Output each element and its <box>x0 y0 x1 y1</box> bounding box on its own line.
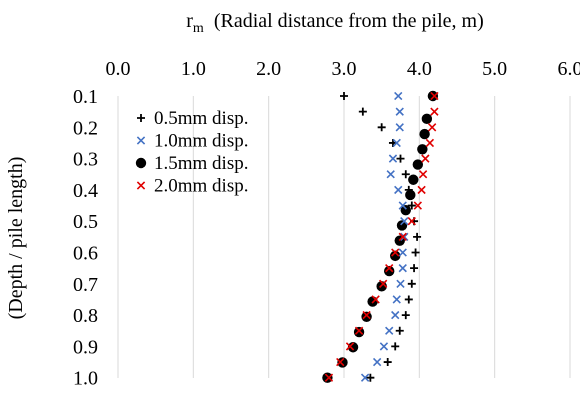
data-point <box>417 144 427 154</box>
data-point <box>412 249 420 257</box>
data-point <box>395 186 402 193</box>
y-tick-label: 0.2 <box>73 117 98 139</box>
data-point <box>431 108 438 115</box>
legend-marker <box>137 137 144 144</box>
data-point <box>340 92 348 100</box>
data-point <box>397 280 404 287</box>
data-point <box>389 155 396 162</box>
data-point <box>402 311 410 319</box>
data-point <box>420 171 427 178</box>
x-tick-label: 4.0 <box>407 58 432 80</box>
data-point <box>408 280 416 288</box>
data-point <box>413 233 421 241</box>
data-point <box>426 139 433 146</box>
data-point <box>354 327 364 337</box>
y-tick-labels: 0.1 0.2 0.3 0.4 0.5 0.6 0.7 0.8 0.9 1.0 <box>73 86 98 390</box>
x-tick-label: 0.0 <box>106 58 131 80</box>
legend-label: 1.5mm disp. <box>154 153 248 174</box>
data-point <box>399 249 406 256</box>
data-point <box>386 327 393 334</box>
data-point <box>384 358 392 366</box>
x-tick-label: 3.0 <box>332 58 357 80</box>
data-point <box>361 312 371 322</box>
data-point <box>422 114 432 124</box>
x-tick-label: 2.0 <box>256 58 281 80</box>
data-point <box>392 312 399 319</box>
data-point <box>374 358 381 365</box>
data-point <box>405 190 415 200</box>
legend-marker <box>137 182 144 189</box>
legend: 0.5mm disp.1.0mm disp.1.5mm disp.2.0mm d… <box>136 108 249 197</box>
data-point <box>359 108 367 116</box>
y-tick-label: 0.7 <box>73 274 98 296</box>
x-tick-label: 1.0 <box>181 58 206 80</box>
y-tick-label: 0.6 <box>73 243 98 265</box>
data-point <box>413 159 423 169</box>
x-axis-title: rm (Radial distance from the pile, m) <box>186 10 483 36</box>
y-tick-label: 0.1 <box>73 86 98 108</box>
data-point <box>428 91 438 101</box>
data-series <box>322 91 438 383</box>
legend-label: 1.0mm disp. <box>154 131 248 152</box>
data-point <box>387 171 394 178</box>
series-0-5mm-disp- <box>340 92 421 382</box>
y-tick-label: 1.0 <box>73 368 98 390</box>
data-point <box>408 175 418 185</box>
data-point <box>397 155 405 163</box>
data-point <box>410 264 418 272</box>
data-point <box>402 170 410 178</box>
data-point <box>405 295 413 303</box>
x-tick-label: 5.0 <box>482 58 507 80</box>
legend-marker <box>137 114 145 122</box>
y-tick-label: 0.4 <box>73 180 98 202</box>
data-point <box>422 155 429 162</box>
legend-label: 0.5mm disp. <box>154 108 248 129</box>
y-tick-label: 0.9 <box>73 336 98 358</box>
data-point <box>380 343 387 350</box>
data-point <box>399 265 406 272</box>
data-point <box>396 124 403 131</box>
x-tick-labels: 0.0 1.0 2.0 3.0 4.0 5.0 6.0 <box>106 58 580 80</box>
legend-label: 2.0mm disp. <box>154 176 248 197</box>
y-tick-label: 0.5 <box>73 211 98 233</box>
legend-marker <box>136 158 146 168</box>
data-point <box>322 373 332 383</box>
data-point <box>396 327 404 335</box>
data-point <box>393 296 400 303</box>
x-axis-title-rest: (Radial distance from the pile, m) <box>204 10 484 32</box>
data-point <box>395 92 402 99</box>
y-axis-title: (Depth / pile length) <box>5 157 27 320</box>
x-axis-title-sub: m <box>193 21 204 36</box>
data-point <box>391 342 399 350</box>
x-tick-label: 6.0 <box>558 58 580 80</box>
data-point <box>378 123 386 131</box>
data-point <box>429 124 436 131</box>
y-tick-label: 0.3 <box>73 149 98 171</box>
data-point <box>396 108 403 115</box>
y-tick-label: 0.8 <box>73 305 98 327</box>
